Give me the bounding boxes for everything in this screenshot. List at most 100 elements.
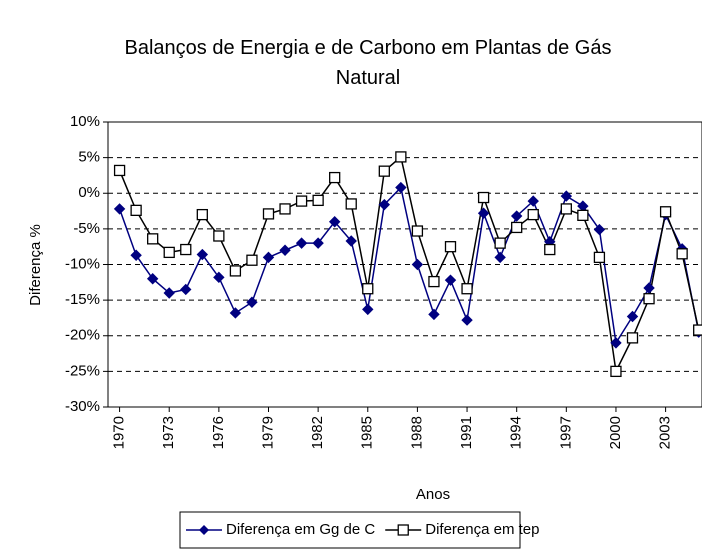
point: [544, 243, 556, 256]
y-tick-label: 0%: [78, 184, 100, 201]
point: [163, 287, 175, 299]
point: [130, 249, 142, 261]
point: [213, 230, 225, 242]
point: [362, 283, 374, 295]
point: [279, 203, 291, 215]
point: [295, 195, 308, 207]
point: [345, 198, 357, 210]
y-tick-label: -30%: [65, 398, 100, 415]
point: [362, 303, 374, 316]
point: [577, 200, 589, 212]
point: [279, 244, 291, 256]
point: [147, 233, 159, 245]
point: [643, 293, 655, 305]
point: [626, 310, 639, 323]
point: [411, 225, 424, 237]
x-tick-label: 1970: [111, 416, 128, 449]
point: [246, 296, 258, 308]
point: [312, 237, 324, 249]
y-tick-label: -20%: [65, 327, 100, 344]
point: [295, 237, 308, 249]
x-tick-label: 1982: [309, 416, 326, 449]
point: [246, 254, 258, 266]
point: [196, 208, 208, 221]
point: [461, 314, 473, 326]
point: [593, 251, 606, 264]
y-axis-label: Diferença %: [27, 224, 44, 306]
y-tick-label: 10%: [70, 113, 100, 130]
point: [229, 307, 242, 319]
chart-title: Balanços de Energia e de Carbono em Plan…: [124, 37, 612, 89]
point: [180, 243, 192, 256]
point: [461, 283, 473, 295]
point: [428, 308, 440, 321]
x-axis-label: Anos: [416, 486, 450, 503]
y-tick-label: -15%: [65, 291, 100, 308]
x-tick-label: 1997: [557, 416, 574, 449]
point: [494, 251, 506, 264]
x-tick-label: 1991: [458, 416, 475, 449]
point: [163, 246, 175, 259]
point: [626, 332, 639, 344]
point: [130, 204, 142, 217]
x-tick-label: 1976: [210, 416, 227, 449]
point: [477, 191, 490, 204]
point: [477, 207, 490, 219]
point: [146, 273, 159, 285]
point: [510, 210, 523, 222]
point: [378, 165, 390, 177]
x-tick-label: 2003: [657, 416, 674, 449]
plot-frame: [107, 121, 702, 408]
y-tick-label: -10%: [65, 255, 100, 272]
x-tick-label: 1979: [259, 416, 276, 449]
point: [593, 223, 606, 236]
point: [428, 275, 440, 288]
point: [329, 171, 341, 184]
point: [527, 195, 539, 207]
point: [527, 208, 539, 221]
point: [196, 248, 209, 261]
point: [262, 208, 275, 220]
legend-label: Diferença em Gg de C: [226, 521, 375, 538]
point: [560, 190, 573, 202]
y-tick-label: -5%: [73, 220, 100, 237]
point: [345, 235, 357, 247]
x-tick-label: 2000: [607, 416, 624, 449]
point: [113, 203, 126, 215]
point: [444, 274, 457, 286]
point: [229, 265, 242, 277]
point: [560, 203, 572, 215]
legend-marker: [199, 525, 209, 535]
point: [328, 216, 341, 228]
point: [610, 365, 622, 378]
point: [577, 209, 589, 221]
point: [511, 221, 523, 234]
x-tick-label: 1973: [160, 416, 177, 449]
point: [643, 282, 655, 294]
point: [411, 258, 424, 271]
point: [378, 198, 391, 211]
point: [180, 283, 192, 296]
legend-label: Diferença em tep: [425, 521, 539, 538]
point: [312, 194, 324, 207]
series-line: [118, 186, 700, 345]
point: [659, 206, 672, 218]
x-tick-label: 1994: [508, 416, 525, 449]
point: [444, 241, 457, 253]
point: [395, 181, 407, 194]
point: [693, 324, 702, 336]
point: [113, 164, 126, 177]
legend-marker: [397, 524, 409, 536]
x-tick-label: 1985: [359, 416, 376, 449]
plot-area: [113, 151, 702, 378]
x-tick-label: 1988: [408, 416, 425, 449]
point: [262, 251, 275, 264]
y-tick-label: 5%: [78, 149, 100, 166]
point: [395, 151, 407, 163]
point: [610, 337, 622, 349]
point: [676, 248, 688, 260]
point: [213, 271, 225, 284]
point: [494, 237, 506, 249]
